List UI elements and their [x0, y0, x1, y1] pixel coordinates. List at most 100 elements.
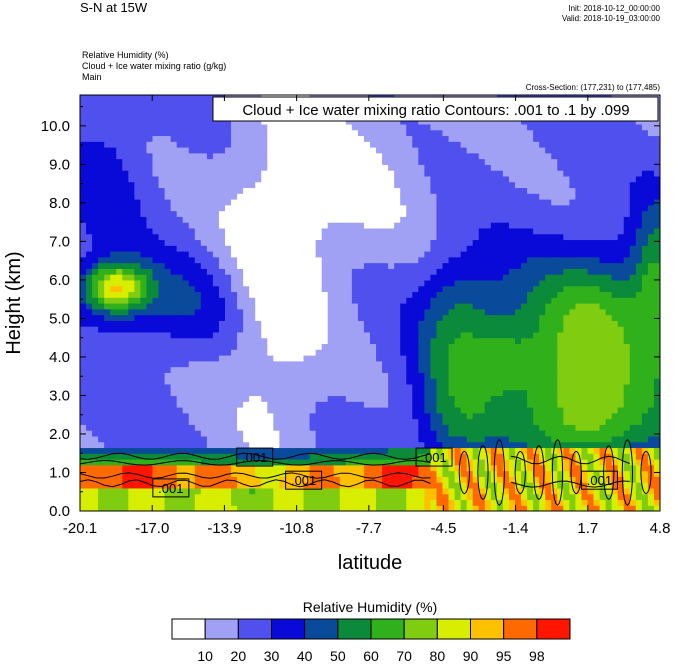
field-cell	[291, 412, 299, 420]
field-cell	[430, 129, 438, 137]
field-cell	[448, 505, 456, 511]
field-cell	[400, 343, 407, 350]
field-cell	[249, 204, 256, 212]
field-cell	[231, 129, 238, 137]
field-cell	[460, 297, 468, 304]
field-cell	[231, 199, 238, 206]
field-cell	[406, 343, 413, 350]
field-cell	[406, 152, 413, 160]
field-cell	[327, 245, 335, 252]
field-cell	[394, 424, 401, 431]
field-cell	[448, 216, 456, 223]
field-cell	[92, 233, 99, 241]
field-cell	[382, 493, 389, 501]
field-cell	[442, 326, 450, 333]
field-cell	[460, 401, 468, 408]
field-cell	[454, 487, 462, 495]
field-cell	[370, 378, 377, 385]
field-cell	[128, 227, 135, 235]
field-cell	[164, 106, 172, 113]
field-cell	[297, 320, 305, 327]
field-cell	[309, 268, 317, 275]
field-cell	[345, 482, 353, 489]
field-cell	[273, 279, 280, 287]
field-cell	[303, 256, 311, 264]
field-cell	[110, 320, 117, 327]
field-cell	[460, 424, 468, 431]
field-cell	[333, 360, 341, 368]
field-cell	[261, 378, 268, 385]
field-cell	[478, 383, 486, 391]
field-cell	[128, 216, 135, 223]
field-cell	[116, 285, 123, 293]
field-cell	[134, 366, 142, 373]
field-cell	[86, 123, 93, 131]
field-cell	[176, 360, 184, 368]
field-cell	[285, 297, 293, 304]
field-cell	[243, 355, 250, 362]
field-cell	[146, 349, 154, 356]
field-cell	[128, 487, 135, 495]
field-cell	[273, 164, 280, 171]
field-cell	[146, 407, 154, 414]
field-cell	[333, 135, 341, 142]
field-cell	[146, 389, 154, 397]
field-cell	[466, 199, 474, 206]
field-cell	[164, 401, 172, 408]
field-cell	[345, 401, 353, 408]
field-cell	[496, 482, 504, 489]
field-cell	[98, 129, 105, 137]
field-cell	[376, 210, 383, 217]
field-cell	[484, 204, 492, 212]
field-cell	[128, 476, 135, 483]
field-cell	[152, 343, 160, 350]
field-cell	[406, 204, 413, 212]
field-cell	[363, 141, 371, 148]
field-cell	[454, 482, 462, 489]
field-cell	[363, 349, 371, 356]
field-cell	[351, 233, 359, 241]
field-cell	[291, 303, 299, 310]
field-cell	[339, 482, 347, 489]
field-cell	[370, 129, 377, 137]
field-cell	[315, 262, 323, 269]
field-cell	[122, 482, 129, 489]
field-cell	[104, 372, 111, 379]
field-cell	[297, 193, 305, 200]
field-cell	[466, 152, 474, 160]
field-cell	[182, 412, 190, 420]
field-cell	[279, 487, 287, 495]
field-cell	[273, 187, 280, 194]
field-cell	[309, 123, 317, 131]
field-cell	[279, 291, 287, 298]
field-cell	[170, 291, 178, 298]
field-cell	[376, 251, 383, 258]
field-cell	[351, 210, 359, 217]
field-cell	[212, 487, 220, 495]
field-cell	[472, 251, 480, 258]
field-cell	[490, 360, 498, 368]
field-cell	[170, 337, 178, 345]
field-cell	[418, 164, 425, 171]
field-cell	[363, 493, 371, 501]
field-cell	[200, 193, 208, 200]
field-cell	[363, 401, 371, 408]
field-cell	[363, 308, 371, 316]
field-cell	[309, 395, 317, 402]
field-cell	[116, 193, 123, 200]
field-cell	[345, 285, 353, 293]
field-cell	[261, 320, 268, 327]
field-cell	[363, 424, 371, 431]
field-cell	[86, 447, 93, 454]
field-cell	[237, 291, 244, 298]
field-cell	[128, 147, 135, 154]
field-cell	[206, 389, 214, 397]
field-cell	[466, 464, 474, 472]
field-cell	[454, 389, 462, 397]
field-cell	[376, 314, 383, 321]
field-cell	[442, 435, 450, 443]
field-cell	[303, 366, 311, 373]
field-cell	[92, 383, 99, 391]
field-cell	[182, 505, 190, 511]
field-cell	[448, 251, 456, 258]
